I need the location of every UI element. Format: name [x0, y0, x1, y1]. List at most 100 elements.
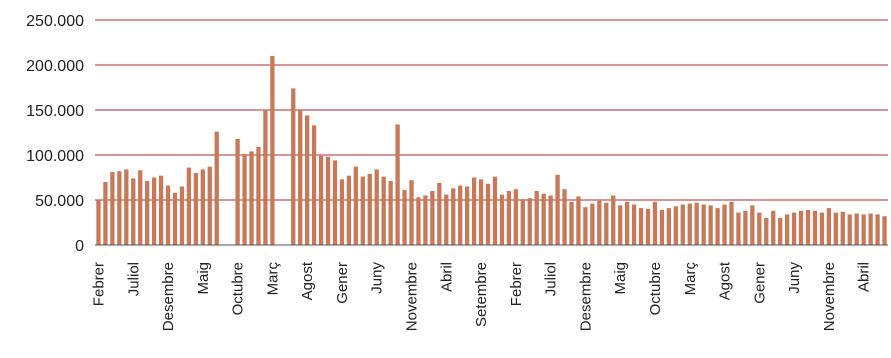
- bar: [200, 169, 205, 245]
- bar: [527, 198, 532, 245]
- bar: [270, 56, 275, 245]
- bar: [110, 172, 115, 245]
- x-tick-label: Abril: [856, 262, 873, 292]
- bar: [715, 208, 720, 245]
- bar: [158, 175, 164, 245]
- x-tick-label: Novembre: [821, 262, 838, 331]
- bar: [805, 209, 811, 245]
- x-tick-label: Agost: [299, 261, 316, 300]
- bar: [652, 201, 658, 245]
- bar: [659, 209, 665, 245]
- x-tick-label: Juliol: [543, 262, 560, 296]
- bar: [590, 203, 595, 245]
- bar: [402, 190, 407, 245]
- bar: [172, 192, 178, 245]
- bar: [708, 205, 713, 245]
- bar: [506, 191, 512, 245]
- bar: [263, 110, 268, 245]
- bar: [687, 203, 692, 245]
- bar: [179, 186, 185, 245]
- bar: [771, 210, 776, 245]
- bar: [729, 201, 734, 245]
- bar: [485, 183, 491, 245]
- bar: [492, 176, 498, 245]
- y-tick-label: 0: [75, 238, 84, 255]
- bar: [339, 179, 345, 245]
- x-tick-label: Novembre: [404, 262, 421, 331]
- bar: [325, 156, 331, 245]
- bar: [541, 193, 546, 245]
- bar: [165, 185, 171, 245]
- bar: [826, 208, 832, 245]
- y-tick-label: 100.000: [26, 148, 84, 165]
- bar: [458, 185, 463, 245]
- bar: [618, 205, 623, 245]
- y-tick-label: 50.000: [35, 193, 84, 210]
- bar: [638, 208, 644, 245]
- bar: [430, 191, 435, 245]
- bar: [722, 204, 727, 245]
- bar: [151, 177, 157, 245]
- bar: [451, 188, 456, 245]
- bar: [513, 189, 518, 245]
- bar: [388, 181, 393, 245]
- bar: [242, 154, 247, 245]
- bar: [520, 199, 525, 245]
- x-tick-labels: Febrer Juliol Desembre Maig Octubre Març Agost…: [90, 261, 872, 331]
- x-tick-label: Gener: [334, 262, 351, 304]
- bar: [186, 167, 192, 245]
- bar: [673, 206, 678, 245]
- bar: [465, 186, 470, 245]
- bar: [701, 204, 706, 245]
- bar: [291, 88, 296, 246]
- bar: [548, 195, 553, 245]
- bar: [353, 166, 359, 245]
- x-tick-label: Maig: [612, 262, 629, 295]
- bar: [861, 214, 866, 245]
- x-tick-label: Febrer: [508, 262, 525, 306]
- bar: [645, 209, 651, 245]
- bar: [812, 210, 818, 245]
- x-tick-label: Octubre: [230, 262, 247, 315]
- bar: [604, 202, 609, 245]
- bar: [249, 151, 254, 245]
- x-tick-label: Abril: [438, 262, 455, 292]
- bar: [305, 115, 310, 246]
- x-tick-label: Juny: [369, 262, 386, 294]
- bar: [631, 204, 637, 245]
- bar: [374, 169, 379, 245]
- bar: [423, 195, 428, 245]
- bar: [332, 160, 338, 245]
- y-tick-label: 200.000: [26, 58, 84, 75]
- bar: [736, 212, 741, 245]
- x-tick-label: Juliol: [125, 262, 142, 296]
- y-tick-label: 250.000: [26, 13, 84, 30]
- bar: [666, 208, 672, 245]
- bar: [798, 210, 804, 245]
- bar: [416, 197, 421, 245]
- bar: [576, 196, 581, 245]
- x-tick-label: Febrer: [90, 262, 107, 306]
- y-tick-label: 150.000: [26, 103, 84, 120]
- bar: [96, 200, 101, 245]
- x-tick-label: Desembre: [577, 262, 594, 331]
- bar: [478, 179, 484, 245]
- x-tick-label: Gener: [751, 262, 768, 304]
- bar: [381, 176, 386, 245]
- bar: [555, 174, 560, 245]
- bar: [840, 211, 845, 245]
- bar: [471, 177, 477, 245]
- bar: [784, 214, 790, 245]
- bar: [346, 175, 352, 245]
- bar: [680, 204, 685, 245]
- bar: [117, 171, 122, 245]
- bar: [145, 181, 150, 245]
- bar: [833, 212, 838, 245]
- bar: [444, 194, 449, 245]
- bar: [298, 110, 303, 245]
- x-tick-label: Octubre: [647, 262, 664, 315]
- bar: [395, 124, 400, 245]
- x-tick-label: Desembre: [160, 262, 177, 331]
- bars: [96, 56, 887, 246]
